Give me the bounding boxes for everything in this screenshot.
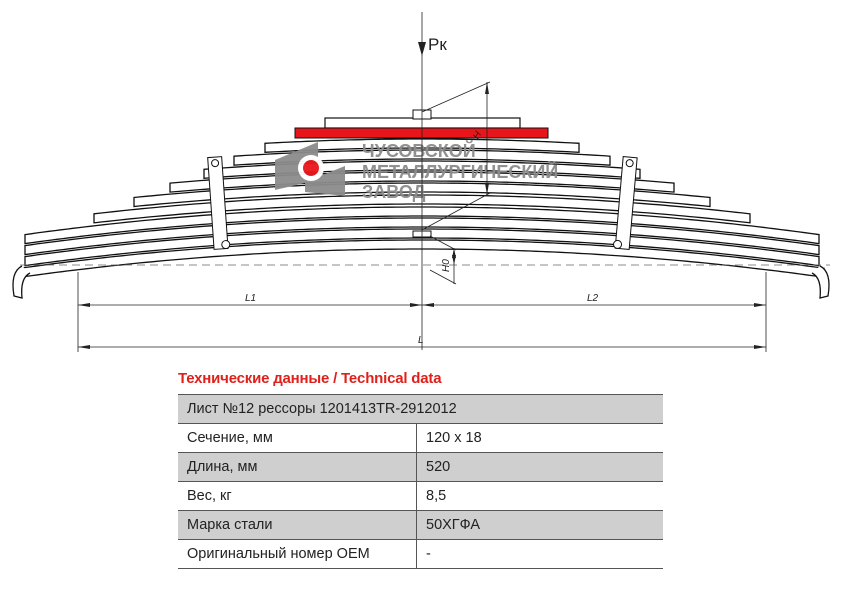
l2-label: L2	[587, 293, 599, 304]
h0-label: H0	[441, 259, 452, 272]
load-label: Pк	[428, 35, 447, 54]
row-value: -	[416, 539, 663, 569]
row-value: 50ХГФА	[416, 510, 663, 540]
table-row: Марка стали 50ХГФА	[178, 510, 663, 540]
l-label: L	[418, 335, 424, 346]
clamp-right	[613, 156, 638, 250]
spring-leaf	[93, 194, 751, 224]
spring-eye	[811, 265, 830, 299]
table-row: Длина, мм 520	[178, 452, 663, 482]
logo-dot	[303, 160, 319, 176]
row-label: Длина, мм	[178, 452, 417, 482]
l1-label: L1	[245, 293, 256, 304]
table-header: Лист №12 рессоры 1201413TR-2912012	[178, 394, 663, 424]
svg-text:МЕТАЛЛУРГИЧЕСКИЙ: МЕТАЛЛУРГИЧЕСКИЙ	[362, 161, 558, 182]
row-label: Марка стали	[178, 510, 417, 540]
logo-watermark: ЧУСОВСКОЙ МЕТАЛЛУРГИЧЕСКИЙ ЗАВОД	[275, 140, 558, 202]
tech-data-title: Технические данные / Technical data	[178, 370, 442, 387]
leaf-spring-drawing: ЧУСОВСКОЙ МЕТАЛЛУРГИЧЕСКИЙ ЗАВОД Pк L1 L…	[12, 12, 830, 352]
highlighted-leaf-12	[294, 127, 549, 139]
spring-eye	[12, 265, 31, 299]
row-value: 8,5	[416, 481, 663, 511]
row-label: Сечение, мм	[178, 423, 417, 453]
clamp-left	[207, 156, 231, 250]
tech-data-table: Лист №12 рессоры 1201413TR-2912012 Сечен…	[178, 394, 663, 569]
table-row: Сечение, мм 120 x 18	[178, 423, 663, 453]
svg-text:ЗАВОД: ЗАВОД	[362, 182, 426, 202]
table-row: Вес, кг 8,5	[178, 481, 663, 511]
table-row: Оригинальный номер OEM -	[178, 539, 663, 569]
row-value: 120 x 18	[416, 423, 663, 453]
row-label: Оригинальный номер OEM	[178, 539, 417, 569]
table-header-row: Лист №12 рессоры 1201413TR-2912012	[178, 394, 663, 424]
row-value: 520	[416, 452, 663, 482]
svg-text:ЧУСОВСКОЙ: ЧУСОВСКОЙ	[362, 140, 476, 161]
row-label: Вес, кг	[178, 481, 417, 511]
